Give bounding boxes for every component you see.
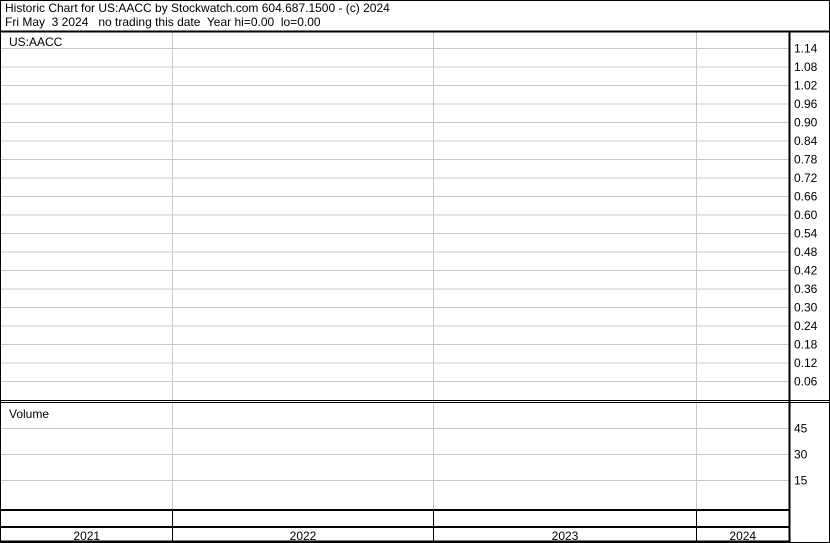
- price-tick-label: 0.66: [794, 190, 818, 204]
- price-tick-label: 0.36: [794, 282, 818, 296]
- price-tick-label: 0.24: [794, 319, 818, 333]
- price-tick-label: 0.42: [794, 264, 818, 278]
- price-tick-label: 0.18: [794, 338, 818, 352]
- price-tick-label: 0.96: [794, 97, 818, 111]
- year-label: 2021: [73, 529, 100, 543]
- price-tick-label: 0.84: [794, 134, 818, 148]
- year-label: 2022: [290, 529, 317, 543]
- price-tick-label: 1.14: [794, 42, 818, 56]
- price-tick-label: 0.12: [794, 356, 818, 370]
- price-panel-title: US:AACC: [9, 35, 63, 49]
- chart-header-title: Historic Chart for US:AACC by Stockwatch…: [5, 1, 390, 15]
- chart-header-status: Fri May 3 2024 no trading this date Year…: [5, 15, 321, 29]
- price-tick-label: 1.08: [794, 60, 818, 74]
- year-label: 2023: [552, 529, 579, 543]
- price-tick-label: 0.90: [794, 116, 818, 130]
- price-tick-label: 1.02: [794, 79, 818, 93]
- volume-tick-label: 30: [794, 448, 808, 462]
- price-tick-label: 0.78: [794, 153, 818, 167]
- volume-tick-label: 15: [794, 474, 808, 488]
- volume-panel-title: Volume: [9, 407, 49, 421]
- price-tick-label: 0.72: [794, 171, 818, 185]
- price-tick-label: 0.54: [794, 227, 818, 241]
- price-tick-label: 0.06: [794, 375, 818, 389]
- price-tick-label: 0.60: [794, 208, 818, 222]
- price-tick-label: 0.48: [794, 245, 818, 259]
- year-label: 2024: [729, 529, 756, 543]
- volume-tick-label: 45: [794, 422, 808, 436]
- price-tick-label: 0.30: [794, 301, 818, 315]
